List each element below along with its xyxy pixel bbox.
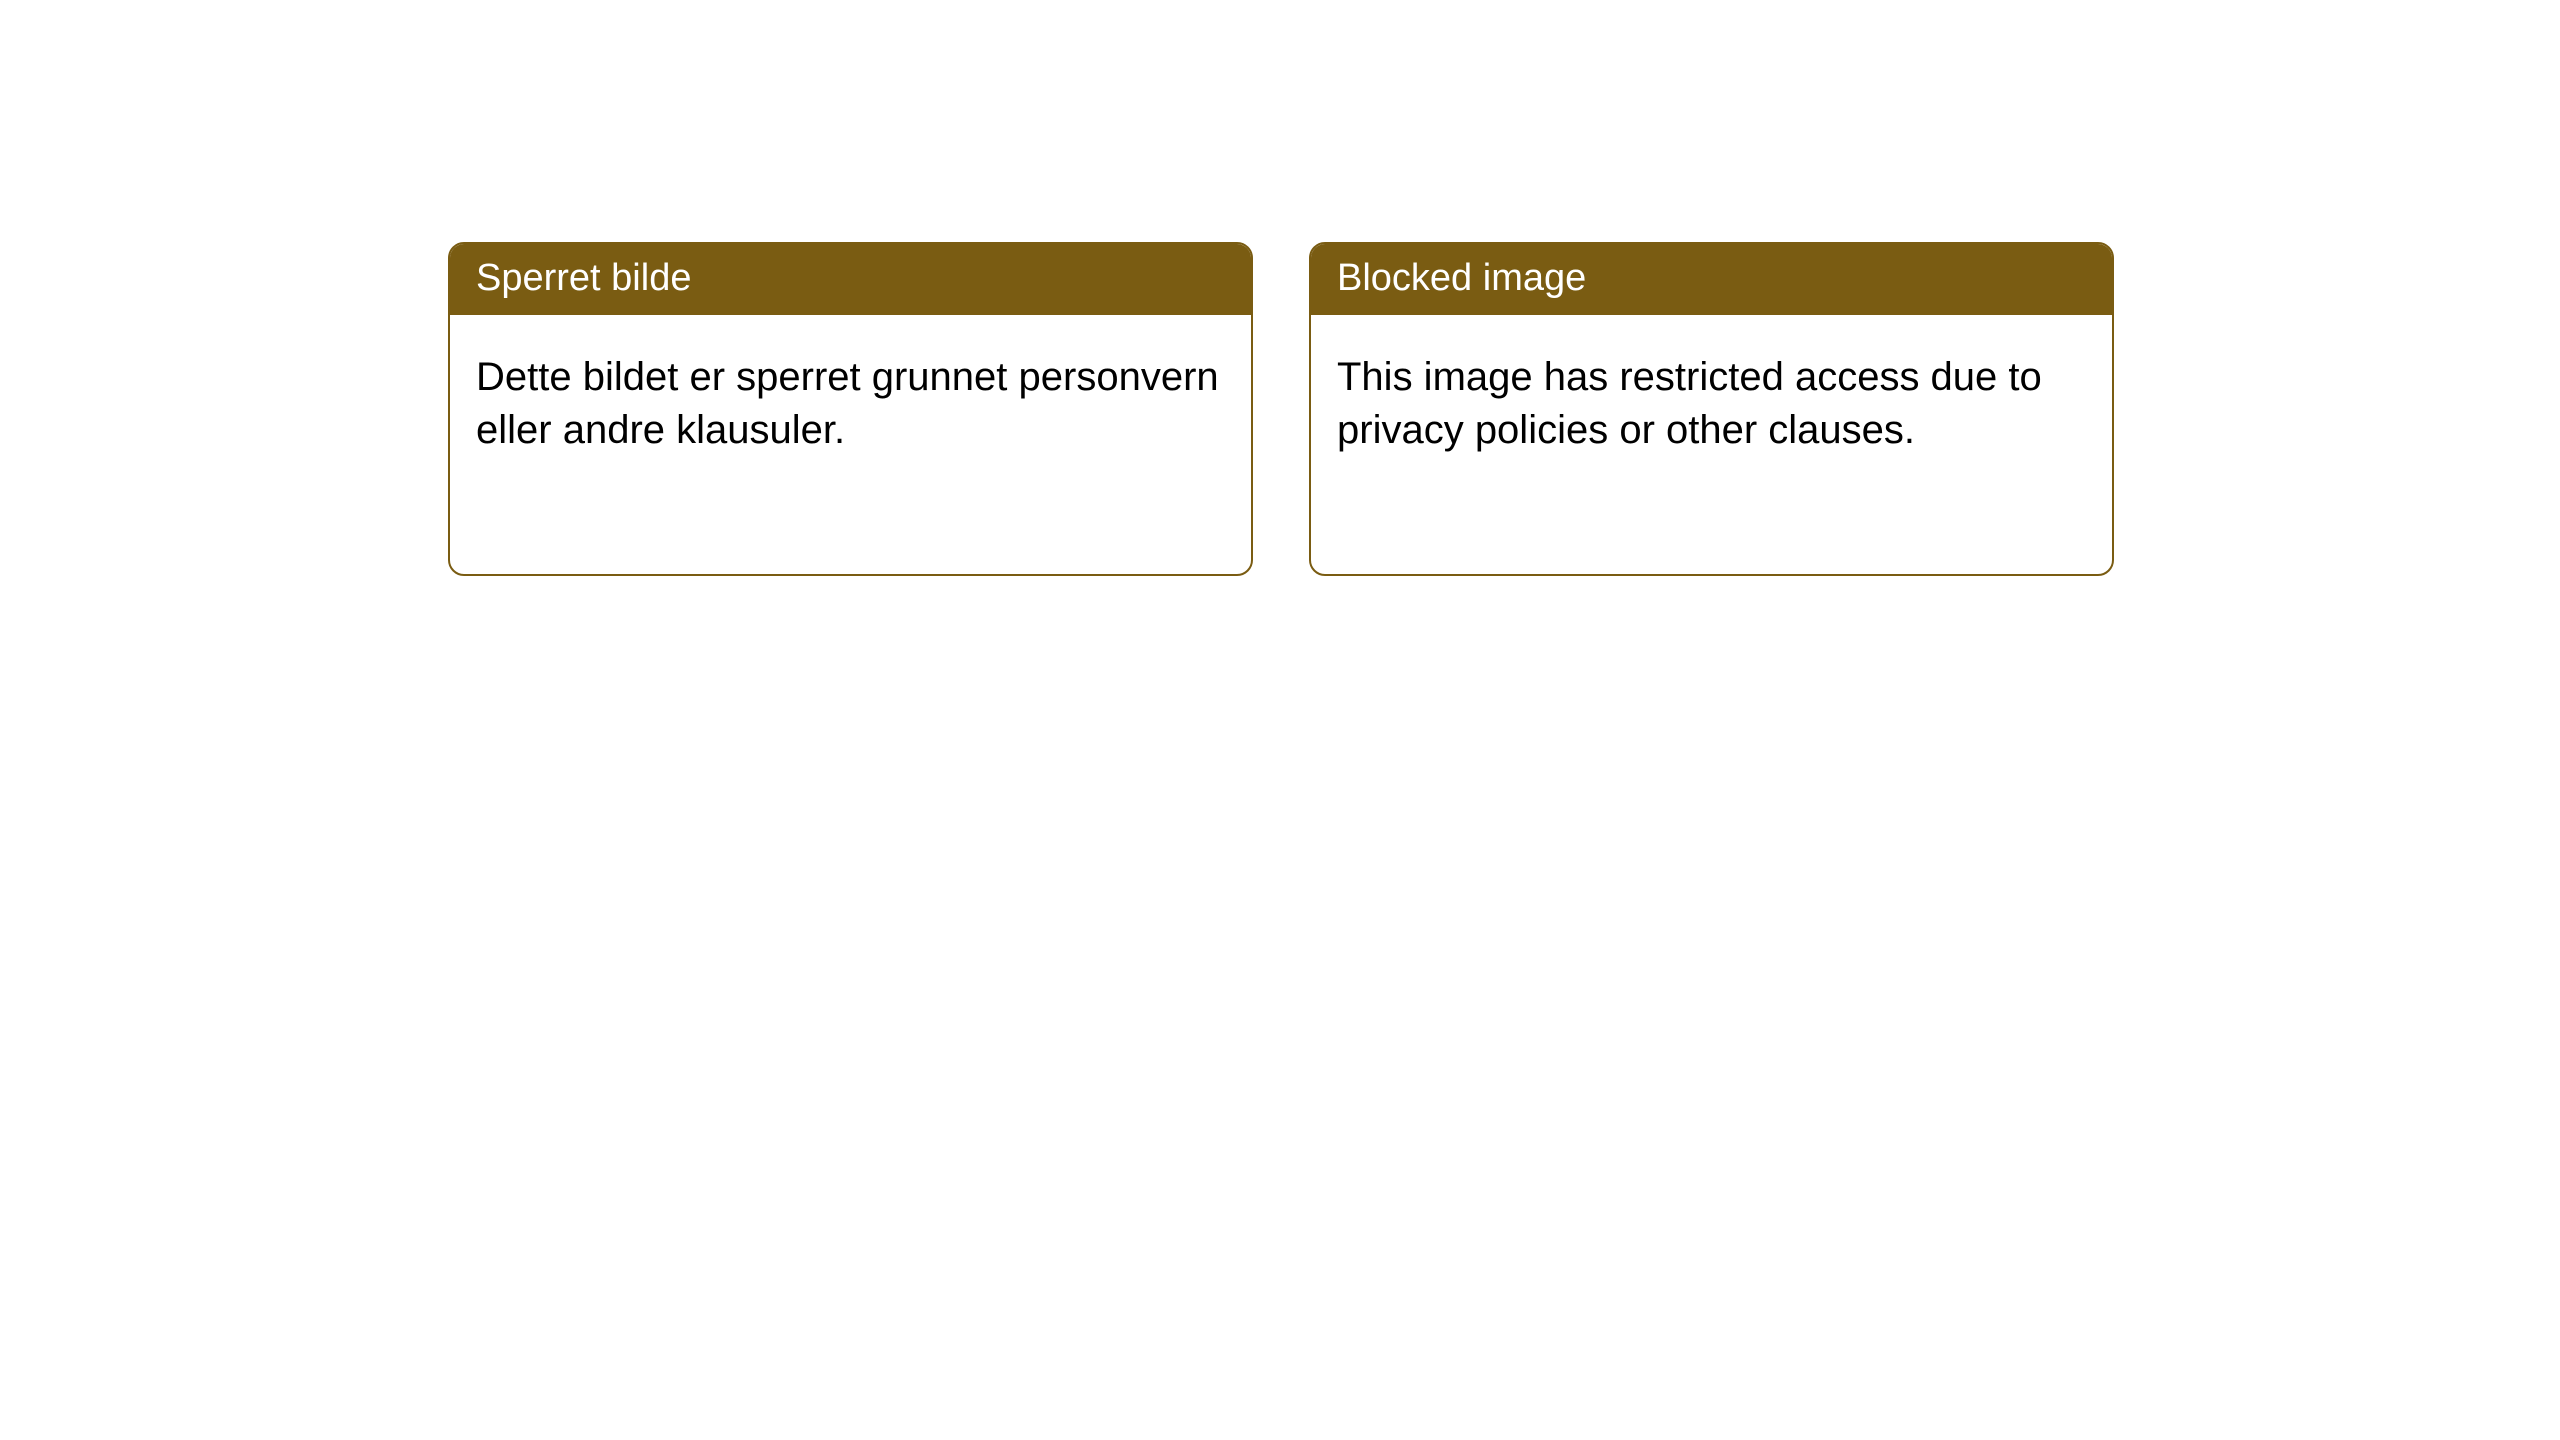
notice-card-english: Blocked image This image has restricted … — [1309, 242, 2114, 576]
notice-body: This image has restricted access due to … — [1311, 315, 2112, 483]
notice-container: Sperret bilde Dette bildet er sperret gr… — [0, 0, 2560, 576]
notice-title: Blocked image — [1311, 244, 2112, 315]
notice-body: Dette bildet er sperret grunnet personve… — [450, 315, 1251, 483]
notice-title: Sperret bilde — [450, 244, 1251, 315]
notice-card-norwegian: Sperret bilde Dette bildet er sperret gr… — [448, 242, 1253, 576]
